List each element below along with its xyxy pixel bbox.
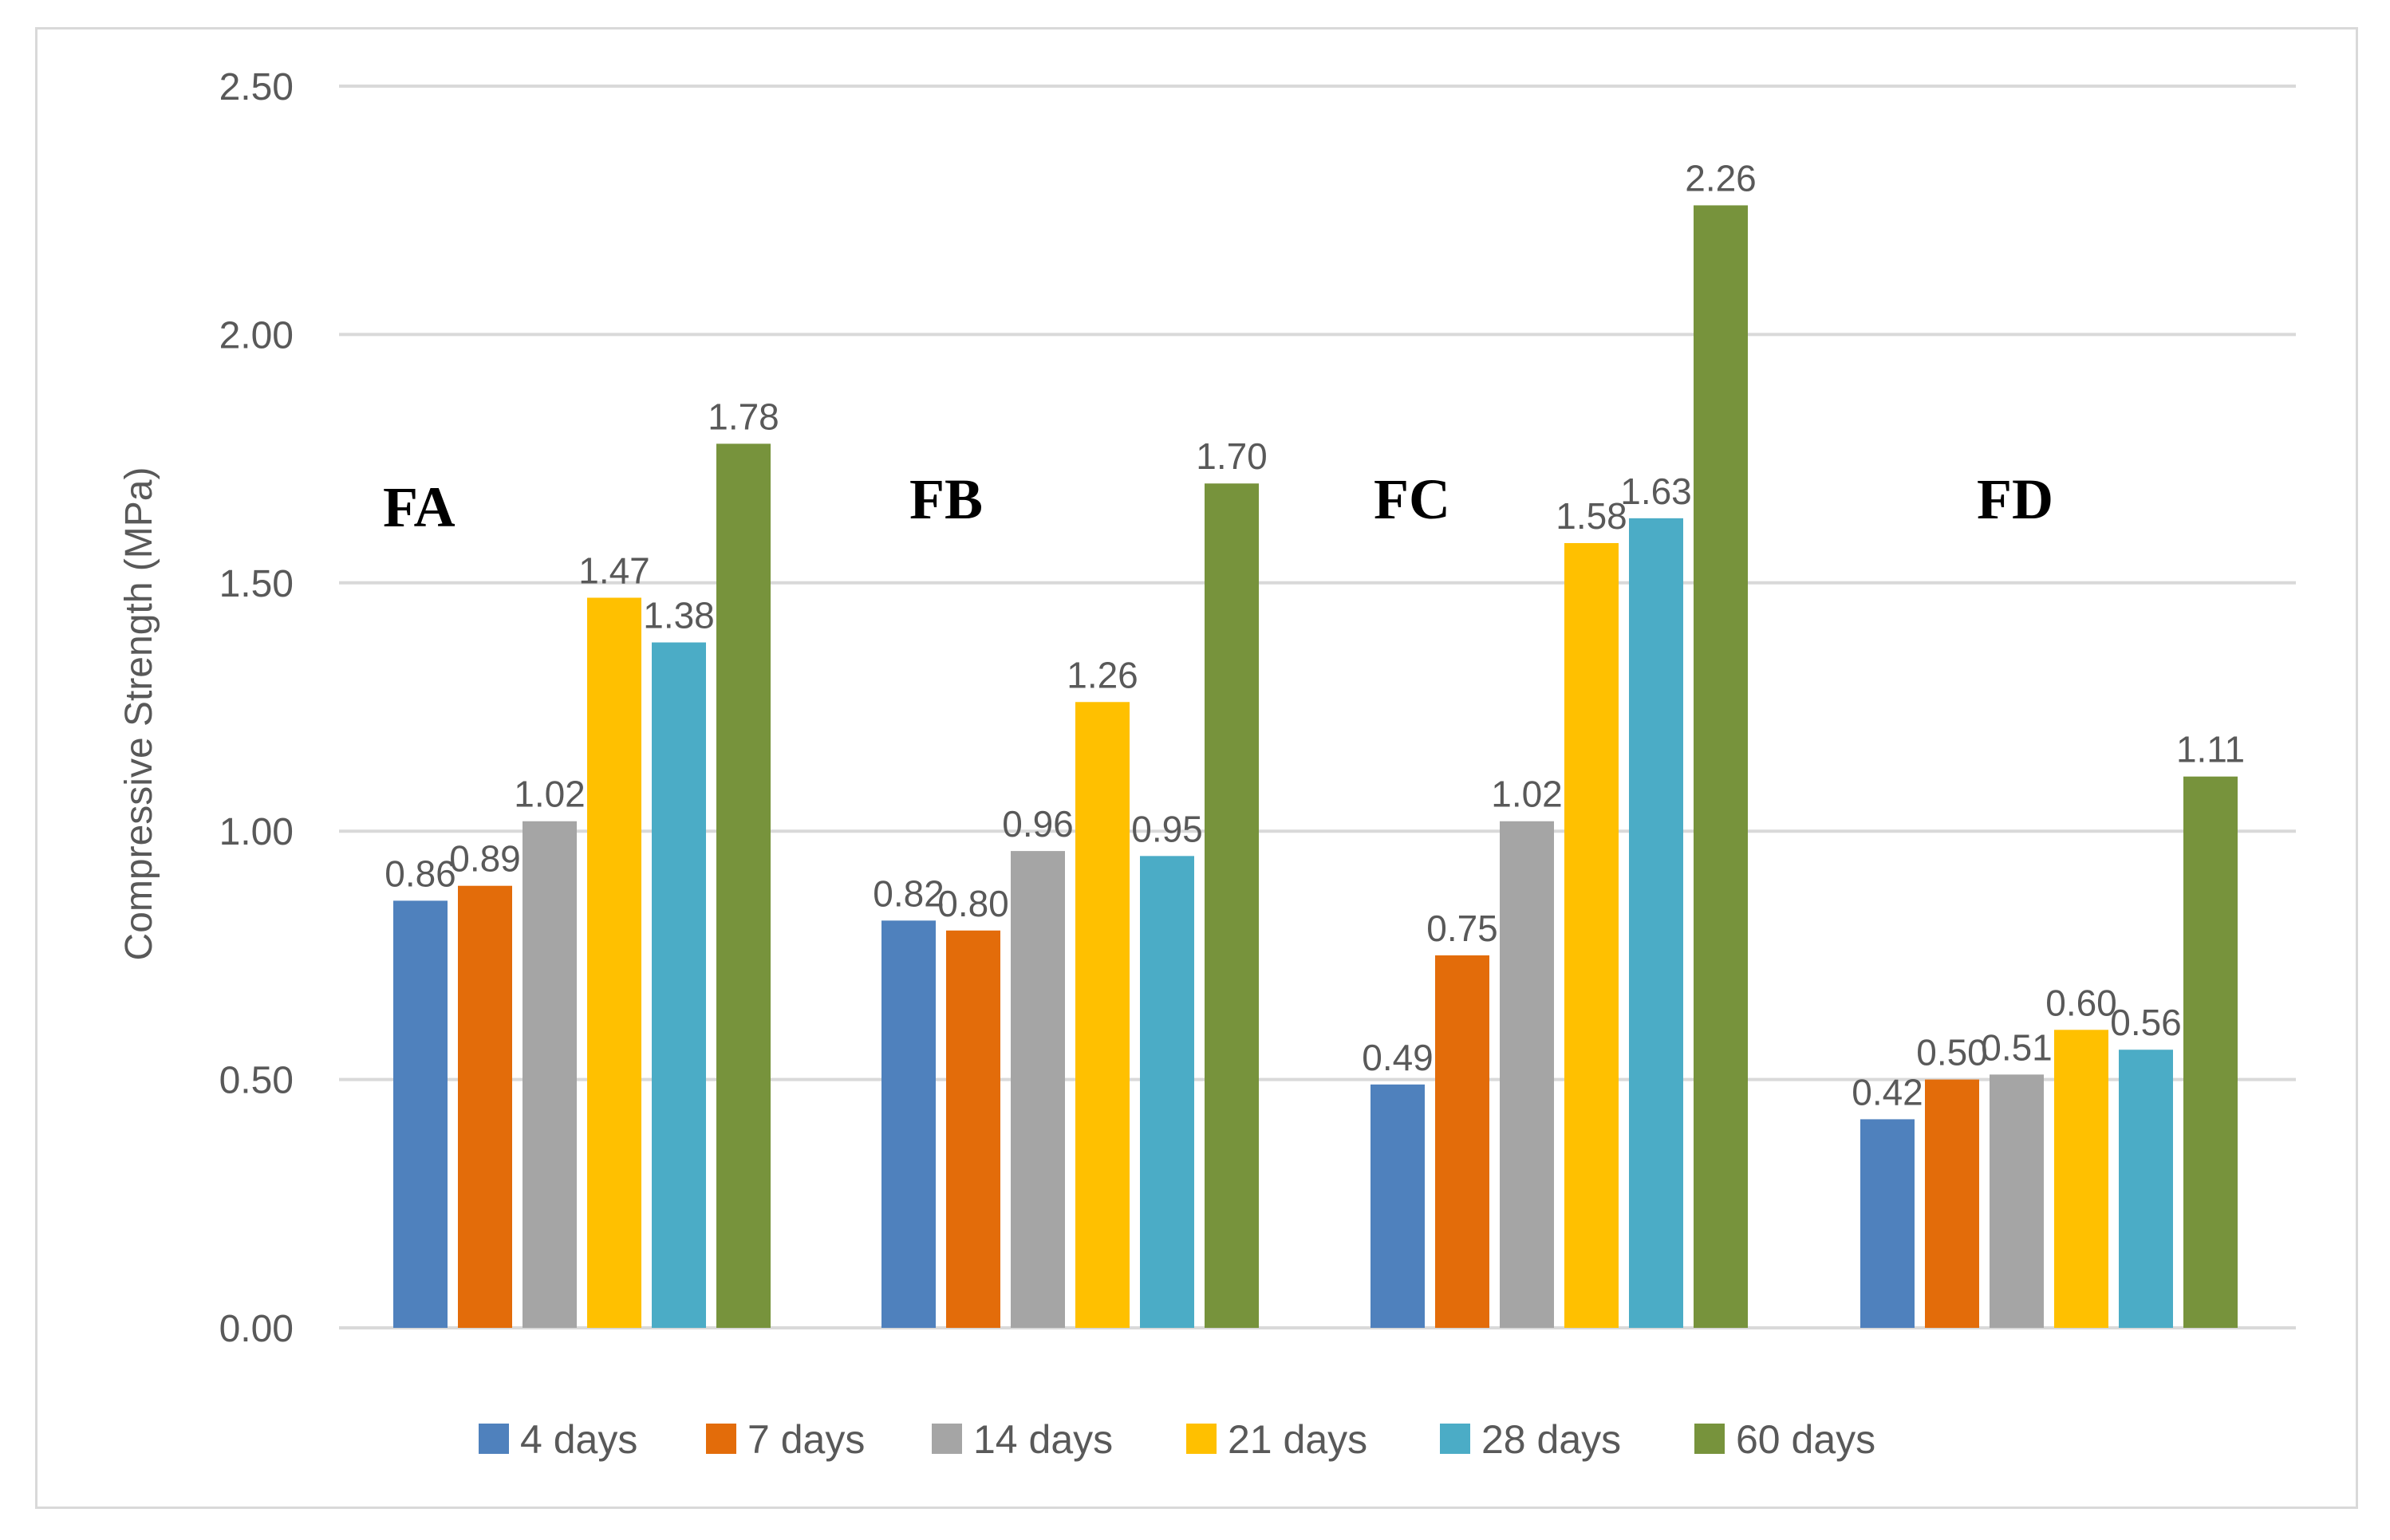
data-label: 0.56 [2110,1002,2182,1043]
bar-fa-21-days [587,597,641,1328]
bar-fc-4-days [1371,1084,1425,1328]
data-label: 1.26 [1067,654,1138,695]
bar-fd-28-days [2119,1050,2173,1328]
bar-fb-28-days [1140,856,1194,1328]
y-tick-label: 0.00 [219,1308,294,1350]
bar-fc-28-days [1629,518,1683,1328]
y-tick-label: 1.00 [219,811,294,853]
bar-fb-60-days [1205,483,1259,1328]
bar-fb-14-days [1011,851,1065,1328]
data-label: 1.11 [2176,729,2245,770]
data-label: 0.80 [937,883,1009,924]
group-label-fc: FC [1374,467,1450,531]
legend-label: 28 days [1481,1417,1621,1462]
bar-fd-14-days [1990,1074,2044,1328]
data-label: 1.58 [1556,495,1627,537]
data-label: 0.86 [385,853,456,894]
data-label: 0.60 [2045,982,2117,1023]
data-label: 1.47 [578,549,650,591]
data-label: 1.02 [1491,774,1563,815]
bar-fc-60-days [1694,205,1748,1329]
legend: 4 days 7 days 14 days 21 days 28 days 60 days [479,1417,1875,1462]
data-label: 1.63 [1620,471,1692,512]
data-label: 2.26 [1685,157,1757,199]
data-label: 1.02 [514,774,586,815]
bars [393,205,2238,1329]
bar-fa-28-days [652,642,706,1328]
group-label-fd: FD [1977,467,2053,531]
data-label: 0.95 [1131,808,1203,849]
data-label: 0.96 [1002,803,1074,845]
y-tick-label: 1.50 [219,563,294,605]
data-label: 0.75 [1426,908,1498,949]
bar-fb-4-days [881,920,936,1328]
group-label-fa: FA [383,475,456,539]
bar-fd-4-days [1860,1119,1915,1328]
y-axis-title: Compressive Strength (MPa) [118,467,160,961]
bar-fd-7-days [1925,1079,1979,1328]
legend-label: 4 days [520,1417,637,1462]
bar-fd-60-days [2183,776,2238,1328]
data-label: 1.78 [708,396,779,437]
data-label: 0.42 [1852,1071,1923,1113]
group-labels: FA FB FC FD [383,467,2053,539]
y-tick-label: 2.50 [219,66,294,108]
legend-swatch-4-days [479,1424,509,1454]
bar-fa-7-days [458,885,512,1328]
bar-fd-21-days [2054,1030,2108,1328]
bar-fb-7-days [946,930,1000,1328]
legend-swatch-14-days [932,1424,962,1454]
y-tick-label: 0.50 [219,1060,294,1102]
bar-fc-7-days [1435,955,1489,1328]
legend-swatch-7-days [706,1424,736,1454]
data-label: 1.70 [1196,435,1268,477]
data-label: 0.50 [1916,1032,1988,1073]
legend-swatch-21-days [1186,1424,1217,1454]
bar-fc-14-days [1500,821,1554,1328]
bar-fc-21-days [1564,542,1619,1328]
legend-swatch-28-days [1440,1424,1470,1454]
data-label: 0.51 [1981,1026,2053,1068]
y-axis-ticks: 0.00 0.50 1.00 1.50 2.00 2.50 [219,66,294,1350]
data-label: 1.38 [643,595,715,636]
legend-label: 7 days [747,1417,865,1462]
data-label: 0.49 [1362,1037,1434,1078]
legend-label: 60 days [1736,1417,1875,1462]
group-label-fb: FB [909,467,983,531]
bar-fa-4-days [393,900,448,1328]
y-tick-label: 2.00 [219,314,294,356]
legend-swatch-60-days [1694,1424,1725,1454]
bar-fb-21-days [1075,702,1130,1328]
data-labels: 0.860.89 1.02 1.471.38 1.78 0.820.80 0.96 1.26… [385,157,2245,1113]
bar-fa-60-days [716,443,771,1328]
legend-label: 21 days [1228,1417,1367,1462]
bar-fa-14-days [523,821,577,1328]
legend-label: 14 days [973,1417,1113,1462]
data-label: 0.82 [873,872,945,914]
data-label: 0.89 [449,838,521,880]
